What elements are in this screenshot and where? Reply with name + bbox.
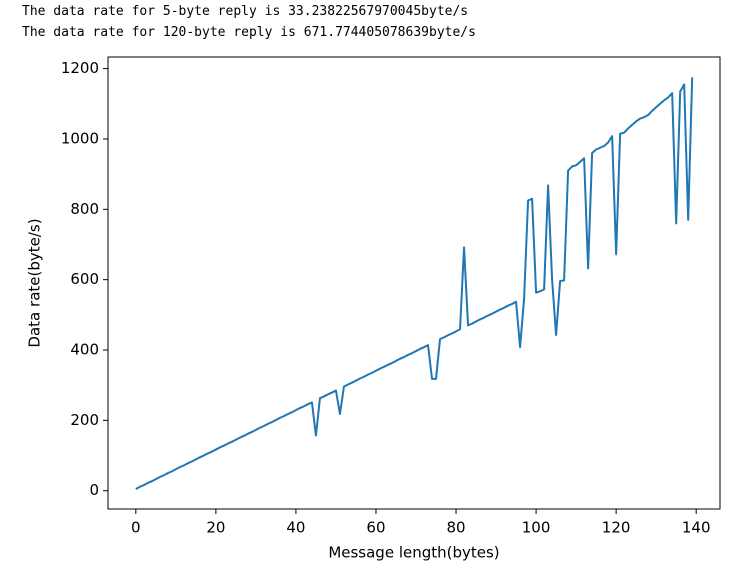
data-line — [135, 77, 694, 490]
x-tick-label: 80 — [446, 519, 465, 537]
x-tick-label: 140 — [682, 519, 711, 537]
y-tick-label: 1200 — [61, 59, 99, 77]
axes-frame — [107, 56, 721, 510]
x-tick-label: 100 — [522, 519, 551, 537]
y-tick-label: 0 — [89, 481, 99, 499]
y-tick-label: 200 — [70, 411, 99, 429]
x-tick-label: 120 — [602, 519, 631, 537]
output-line: The data rate for 120-byte reply is 671.… — [22, 25, 476, 40]
y-tick-label: 600 — [70, 270, 99, 288]
x-tick-label: 20 — [206, 519, 225, 537]
x-axis-label: Message length(bytes) — [328, 544, 499, 562]
y-tick-label: 800 — [70, 200, 99, 218]
y-tick-label: 1000 — [61, 129, 99, 147]
x-tick-label: 40 — [286, 519, 305, 537]
x-tick-label: 0 — [131, 519, 141, 537]
y-tick-label: 400 — [70, 341, 99, 359]
output-line: The data rate for 5-byte reply is 33.238… — [22, 4, 469, 19]
x-tick-label: 60 — [366, 519, 385, 537]
y-axis-label: Data rate(byte/s) — [26, 218, 44, 347]
